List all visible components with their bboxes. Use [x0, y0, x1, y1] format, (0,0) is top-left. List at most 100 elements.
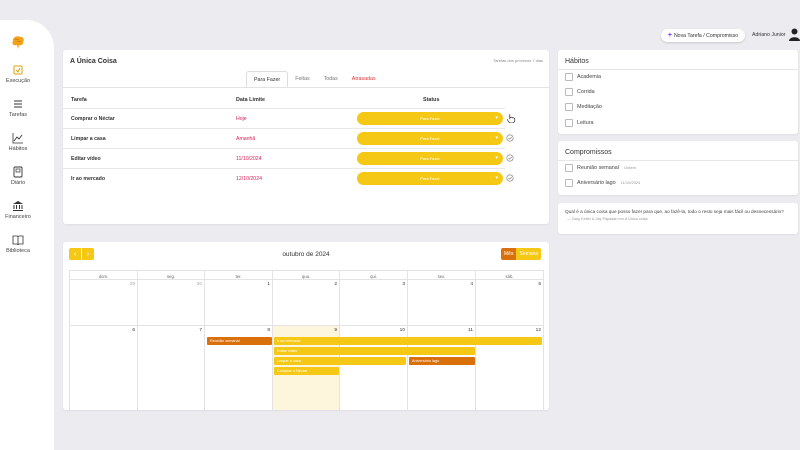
- calendar-day[interactable]: 11: [408, 326, 476, 410]
- calendar-day[interactable]: 1: [205, 280, 273, 326]
- task-name: Editar vídeo: [71, 156, 101, 162]
- table-row: Comprar o Néctar Hoje Para Fazer ▾: [63, 108, 516, 128]
- sidebar-item-habitos[interactable]: Hábitos: [0, 132, 36, 152]
- page-title: A Única Coisa: [70, 58, 117, 65]
- sidebar-item-execucao[interactable]: Execução: [0, 64, 36, 84]
- next-month-button[interactable]: ›: [82, 248, 94, 260]
- view-month-button[interactable]: Mês: [501, 248, 517, 260]
- calendar-day[interactable]: 5: [476, 280, 544, 326]
- status-select[interactable]: Para Fazer ▾: [357, 152, 503, 165]
- user-name: Adriano Junior: [752, 32, 786, 38]
- appointment-item[interactable]: Aniversário lago 11/10/2024: [565, 178, 640, 187]
- tab-todas[interactable]: Todas: [323, 76, 338, 82]
- status-label: Para Fazer: [420, 116, 440, 121]
- weekday-label: sáb.: [476, 270, 544, 280]
- calendar-day[interactable]: 3: [340, 280, 408, 326]
- check-circle-icon[interactable]: [506, 134, 514, 142]
- chevron-down-icon: ▾: [495, 155, 498, 161]
- task-name: Comprar o Néctar: [71, 116, 115, 122]
- sidebar-item-diario[interactable]: Diário: [0, 166, 36, 186]
- sidebar-item-financeiro[interactable]: Financeiro: [0, 200, 36, 220]
- appointment-item[interactable]: Reunião semanal Ontem: [565, 163, 636, 172]
- check-circle-icon[interactable]: [506, 154, 514, 162]
- execution-icon: [13, 65, 23, 75]
- tab-feitas[interactable]: Feitas: [295, 76, 310, 82]
- checkbox[interactable]: [565, 163, 573, 172]
- tab-atrasadas[interactable]: Atrasadas: [351, 76, 376, 82]
- calendar-day[interactable]: 8: [205, 326, 273, 410]
- calendar-event[interactable]: Limpar a casa: [274, 357, 406, 365]
- user-icon[interactable]: [789, 28, 800, 41]
- chevron-down-icon: ▾: [495, 175, 498, 181]
- status-select[interactable]: Para Fazer ▾: [357, 112, 503, 125]
- checkbox[interactable]: [565, 72, 573, 81]
- sidebar-item-label: Hábitos: [8, 146, 28, 152]
- day-number: 12: [535, 328, 541, 333]
- day-number: 1: [267, 282, 270, 287]
- divider: [558, 69, 798, 70]
- calendar-day[interactable]: 4: [408, 280, 476, 326]
- appointment-label: Aniversário lago: [577, 179, 616, 186]
- task-name: Limpar a casa: [71, 136, 106, 142]
- calendar-event[interactable]: Aniversário lago: [409, 357, 475, 365]
- card-subtitle: Tarefas dos próximos 7 dias: [493, 58, 543, 63]
- calendar-day[interactable]: 30: [138, 280, 205, 326]
- habit-label: Meditação: [577, 103, 602, 110]
- status-select[interactable]: Para Fazer ▾: [357, 172, 503, 185]
- calendar-day[interactable]: 6: [70, 326, 138, 410]
- quote-source: — Gary Keller & Jay Papasan em A Única c…: [567, 217, 648, 221]
- view-week-button[interactable]: Semana: [516, 248, 542, 260]
- divider: [558, 160, 798, 161]
- table-row: Editar vídeo 11/10/2024 Para Fazer ▾: [63, 148, 514, 168]
- weekday-label: seg.: [138, 270, 205, 280]
- calendar-card: ‹ › outubro de 2024 Mês Semana dom. seg.…: [63, 242, 549, 410]
- habits-title: Hábitos: [565, 58, 589, 65]
- calendar-day[interactable]: 29: [70, 280, 138, 326]
- weekday-label: qui.: [340, 270, 408, 280]
- table-row: Ir ao mercado 12/10/2024 Para Fazer ▾: [63, 168, 514, 188]
- checkbox[interactable]: [565, 87, 573, 96]
- check-circle-icon[interactable]: [506, 174, 514, 182]
- calendar-event[interactable]: Editar vídeo: [274, 347, 475, 355]
- day-number: 8: [267, 328, 270, 333]
- task-date: Amanhã: [236, 136, 256, 142]
- book-icon: [12, 235, 24, 246]
- weekday-label: sex.: [408, 270, 476, 280]
- table-header: Tarefa Data Limite Status: [63, 93, 505, 107]
- divider: [63, 87, 549, 88]
- checkbox[interactable]: [565, 178, 573, 187]
- calendar-event[interactable]: Comprar o Néctar: [274, 367, 339, 375]
- calendar-day[interactable]: 2: [273, 280, 340, 326]
- status-select[interactable]: Para Fazer ▾: [357, 132, 503, 145]
- journal-icon: [13, 166, 23, 178]
- calendar-day[interactable]: 7: [138, 326, 205, 410]
- column-header-tarefa: Tarefa: [71, 97, 87, 103]
- checkbox[interactable]: [565, 102, 573, 111]
- prev-month-button[interactable]: ‹: [69, 248, 81, 260]
- calendar-day[interactable]: 12: [476, 326, 544, 410]
- sidebar-item-label: Diário: [10, 180, 26, 186]
- habit-item[interactable]: Leitura: [565, 118, 593, 127]
- day-number: 2: [334, 282, 337, 287]
- view-switcher: Mês Semana: [501, 248, 542, 260]
- appointments-title: Compromissos: [565, 149, 612, 156]
- sidebar-item-biblioteca[interactable]: Biblioteca: [0, 234, 36, 254]
- checkbox[interactable]: [565, 118, 573, 127]
- calendar-event[interactable]: Reunião semanal: [207, 337, 272, 345]
- bank-icon: [13, 201, 23, 211]
- sidebar-item-tarefas[interactable]: Tarefas: [0, 98, 36, 118]
- new-task-button[interactable]: + Nova Tarefa / Compromisso: [661, 29, 745, 42]
- calendar-event[interactable]: Ir ao mercado: [274, 337, 542, 345]
- habit-item[interactable]: Corrida: [565, 87, 595, 96]
- focus-tasks-card: A Única Coisa Tarefas dos próximos 7 dia…: [63, 50, 549, 224]
- day-number: 29: [129, 282, 135, 287]
- column-header-data: Data Limite: [236, 97, 266, 103]
- calendar-day[interactable]: 10: [340, 326, 408, 410]
- tab-para-fazer[interactable]: Para Fazer: [246, 71, 289, 88]
- day-number: 30: [196, 282, 202, 287]
- appointment-date: Ontem: [623, 165, 636, 170]
- habit-item[interactable]: Meditação: [565, 102, 602, 111]
- habit-item[interactable]: Academia: [565, 72, 601, 81]
- sidebar-item-label: Financeiro: [5, 214, 31, 220]
- hand-pointer-icon[interactable]: [506, 113, 516, 123]
